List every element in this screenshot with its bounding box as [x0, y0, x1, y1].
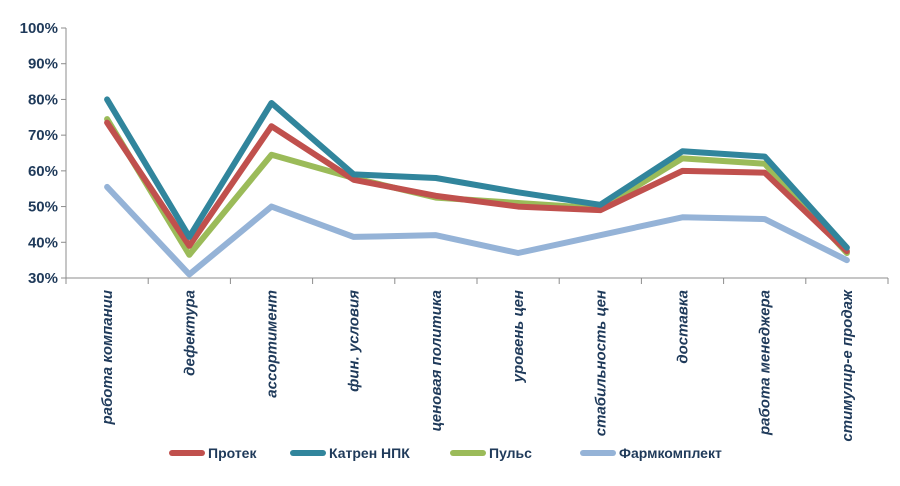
y-tick-label: 40% — [28, 234, 58, 251]
x-tick-label: ценовая политика — [428, 290, 445, 431]
legend-label: Катрен НПК — [329, 445, 410, 461]
x-tick-label: стабильность цен — [592, 290, 609, 436]
y-tick-label: 90% — [28, 56, 58, 73]
x-tick-label: ассортимент — [264, 290, 281, 398]
series-line — [104, 96, 850, 251]
legend-label: Пульс — [489, 445, 532, 461]
x-tick-label: стимулир-е продаж — [839, 289, 856, 442]
legend-label: Фармкомплект — [619, 445, 722, 461]
x-tick-label: уровень цен — [510, 290, 527, 383]
y-tick-label: 30% — [28, 270, 58, 287]
x-tick-label: работа менеджера — [757, 290, 774, 436]
x-tick-label: дефектура — [181, 290, 198, 376]
series-line — [104, 119, 850, 255]
y-tick-label: 50% — [28, 199, 58, 216]
x-tick-label: работа компании — [99, 290, 116, 426]
y-tick-label: 100% — [20, 20, 58, 37]
legend-label: Протек — [208, 445, 257, 461]
x-tick-label: фин. условия — [346, 290, 363, 392]
y-tick-label: 80% — [28, 91, 58, 108]
series-line — [104, 183, 850, 278]
y-tick-label: 60% — [28, 163, 58, 180]
y-tick-label: 70% — [28, 127, 58, 144]
x-tick-label: доставка — [675, 290, 692, 364]
